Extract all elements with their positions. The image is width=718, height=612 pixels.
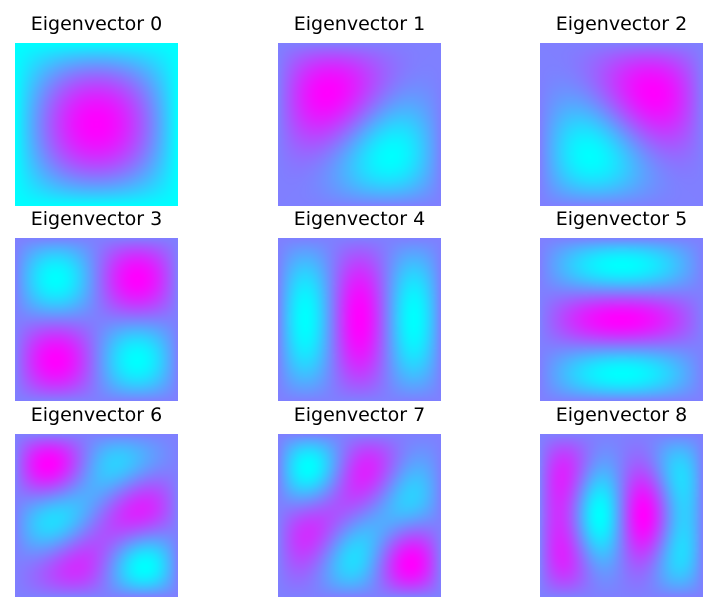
panel-title-0: Eigenvector 0	[30, 13, 163, 35]
eigenvector-heatmap-4	[278, 238, 441, 401]
eigenvector-heatmap-1	[278, 43, 441, 206]
eigenvector-heatmap-0	[15, 43, 178, 206]
eigenvector-heatmap-7	[278, 434, 441, 597]
eigenvector-heatmap-6	[15, 434, 178, 597]
panel-title-8: Eigenvector 8	[555, 404, 688, 426]
panel-title-4: Eigenvector 4	[293, 208, 426, 230]
panel-title-1: Eigenvector 1	[293, 13, 426, 35]
panel-title-5: Eigenvector 5	[555, 208, 688, 230]
panel-title-3: Eigenvector 3	[30, 208, 163, 230]
panel-title-7: Eigenvector 7	[293, 404, 426, 426]
eigenvector-heatmap-5	[540, 238, 703, 401]
panel-title-6: Eigenvector 6	[30, 404, 163, 426]
eigenvector-heatmap-8	[540, 434, 703, 597]
panel-title-2: Eigenvector 2	[555, 13, 688, 35]
eigenvector-heatmap-3	[15, 238, 178, 401]
eigenvector-heatmap-2	[540, 43, 703, 206]
